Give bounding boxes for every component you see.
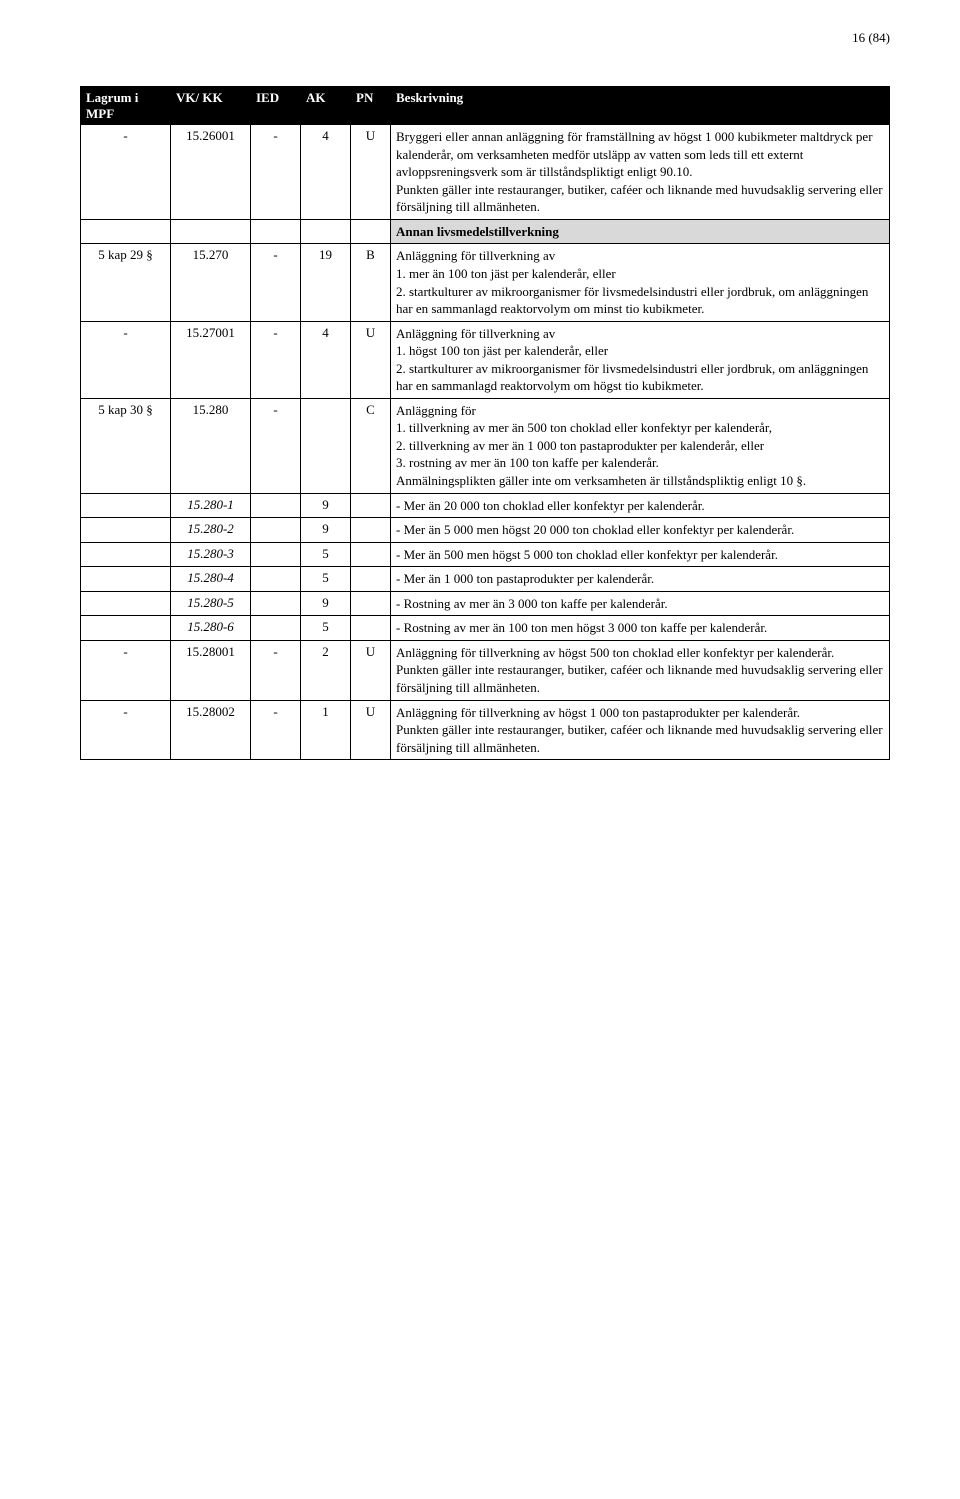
cell-c1: -	[81, 700, 171, 760]
description-cell: Bryggeri eller annan anläggning för fram…	[391, 125, 890, 220]
cell-c1	[81, 591, 171, 616]
table-row: -15.28002-1UAnläggning för tillverkning …	[81, 700, 890, 760]
cell-c5: U	[351, 321, 391, 398]
table-row: -15.26001-4UBryggeri eller annan anläggn…	[81, 125, 890, 220]
cell-c5: U	[351, 700, 391, 760]
cell-c1: -	[81, 640, 171, 700]
description-cell: - Mer än 5 000 men högst 20 000 ton chok…	[391, 518, 890, 543]
cell-c2: 15.280-5	[171, 591, 251, 616]
description-cell: Anläggning för 1. tillverkning av mer än…	[391, 398, 890, 493]
cell-c5	[351, 616, 391, 641]
cell-c5	[351, 591, 391, 616]
cell-c2: 15.280-2	[171, 518, 251, 543]
cell-c5	[351, 567, 391, 592]
cell-c1: 5 kap 29 §	[81, 244, 171, 321]
description-cell: Anläggning för tillverkning av 1. mer än…	[391, 244, 890, 321]
cell-c2: 15.26001	[171, 125, 251, 220]
cell-c4: 19	[301, 244, 351, 321]
section-row: Annan livsmedelstillverkning	[81, 219, 890, 244]
cell-c5: C	[351, 398, 391, 493]
cell-c4: 9	[301, 518, 351, 543]
page-number: 16 (84)	[80, 30, 890, 46]
cell-c4	[301, 398, 351, 493]
table-row: 15.280-5 9 - Rostning av mer än 3 000 ton …	[81, 591, 890, 616]
empty-cell	[251, 219, 301, 244]
cell-c4: 5	[301, 616, 351, 641]
cell-c2: 15.280-1	[171, 493, 251, 518]
empty-cell	[351, 219, 391, 244]
cell-c3: -	[251, 700, 301, 760]
cell-c2: 15.280	[171, 398, 251, 493]
table-row: 5 kap 29 §15.270-19BAnläggning för tillv…	[81, 244, 890, 321]
description-cell: Anläggning för tillverkning av högst 1 0…	[391, 700, 890, 760]
cell-c5	[351, 493, 391, 518]
table-row: -15.28001-2UAnläggning för tillverkning …	[81, 640, 890, 700]
cell-c3: -	[251, 321, 301, 398]
cell-c2: 15.280-6	[171, 616, 251, 641]
cell-c1	[81, 493, 171, 518]
header-ied: IED	[251, 87, 301, 125]
cell-c4: 5	[301, 542, 351, 567]
cell-c1	[81, 616, 171, 641]
cell-c4: 4	[301, 321, 351, 398]
cell-c3	[251, 616, 301, 641]
cell-c2: 15.280-4	[171, 567, 251, 592]
cell-c3: -	[251, 640, 301, 700]
empty-cell	[301, 219, 351, 244]
description-cell: - Rostning av mer än 100 ton men högst 3…	[391, 616, 890, 641]
description-cell: Anläggning för tillverkning av högst 500…	[391, 640, 890, 700]
regulation-table: Lagrum i MPF VK/ KK IED AK PN Beskrivnin…	[80, 86, 890, 760]
cell-c1: -	[81, 125, 171, 220]
cell-c4: 2	[301, 640, 351, 700]
cell-c3	[251, 567, 301, 592]
header-besk: Beskrivning	[391, 87, 890, 125]
header-lagrum: Lagrum i MPF	[81, 87, 171, 125]
table-row: 15.280-6 5 - Rostning av mer än 100 ton me…	[81, 616, 890, 641]
table-row: 15.280-3 5 - Mer än 500 men högst 5 000 to…	[81, 542, 890, 567]
cell-c3: -	[251, 398, 301, 493]
section-title: Annan livsmedelstillverkning	[391, 219, 890, 244]
header-vk: VK/ KK	[171, 87, 251, 125]
cell-c1: -	[81, 321, 171, 398]
cell-c3	[251, 542, 301, 567]
empty-cell	[81, 219, 171, 244]
cell-c3	[251, 591, 301, 616]
cell-c1	[81, 567, 171, 592]
cell-c1: 5 kap 30 §	[81, 398, 171, 493]
cell-c4: 9	[301, 493, 351, 518]
cell-c2: 15.270	[171, 244, 251, 321]
cell-c4: 1	[301, 700, 351, 760]
description-cell: - Mer än 20 000 ton choklad eller konfek…	[391, 493, 890, 518]
cell-c5: U	[351, 125, 391, 220]
table-row: 15.280-4 5 - Mer än 1 000 ton pastaprodukt…	[81, 567, 890, 592]
description-cell: Anläggning för tillverkning av 1. högst …	[391, 321, 890, 398]
cell-c2: 15.28002	[171, 700, 251, 760]
cell-c1	[81, 542, 171, 567]
cell-c3	[251, 518, 301, 543]
table-row: 15.280-1 9 - Mer än 20 000 ton choklad ell…	[81, 493, 890, 518]
cell-c5: U	[351, 640, 391, 700]
cell-c3: -	[251, 244, 301, 321]
cell-c4: 5	[301, 567, 351, 592]
cell-c2: 15.28001	[171, 640, 251, 700]
cell-c3: -	[251, 125, 301, 220]
table-row: 5 kap 30 §15.280-CAnläggning för 1. till…	[81, 398, 890, 493]
table-row: 15.280-2 9 - Mer än 5 000 men högst 20 000…	[81, 518, 890, 543]
cell-c5	[351, 518, 391, 543]
description-cell: - Mer än 500 men högst 5 000 ton choklad…	[391, 542, 890, 567]
cell-c2: 15.27001	[171, 321, 251, 398]
cell-c4: 4	[301, 125, 351, 220]
cell-c4: 9	[301, 591, 351, 616]
table-row: -15.27001-4UAnläggning för tillverkning …	[81, 321, 890, 398]
cell-c5: B	[351, 244, 391, 321]
empty-cell	[171, 219, 251, 244]
header-pn: PN	[351, 87, 391, 125]
cell-c1	[81, 518, 171, 543]
cell-c2: 15.280-3	[171, 542, 251, 567]
cell-c3	[251, 493, 301, 518]
cell-c5	[351, 542, 391, 567]
description-cell: - Mer än 1 000 ton pastaprodukter per ka…	[391, 567, 890, 592]
description-cell: - Rostning av mer än 3 000 ton kaffe per…	[391, 591, 890, 616]
header-ak: AK	[301, 87, 351, 125]
